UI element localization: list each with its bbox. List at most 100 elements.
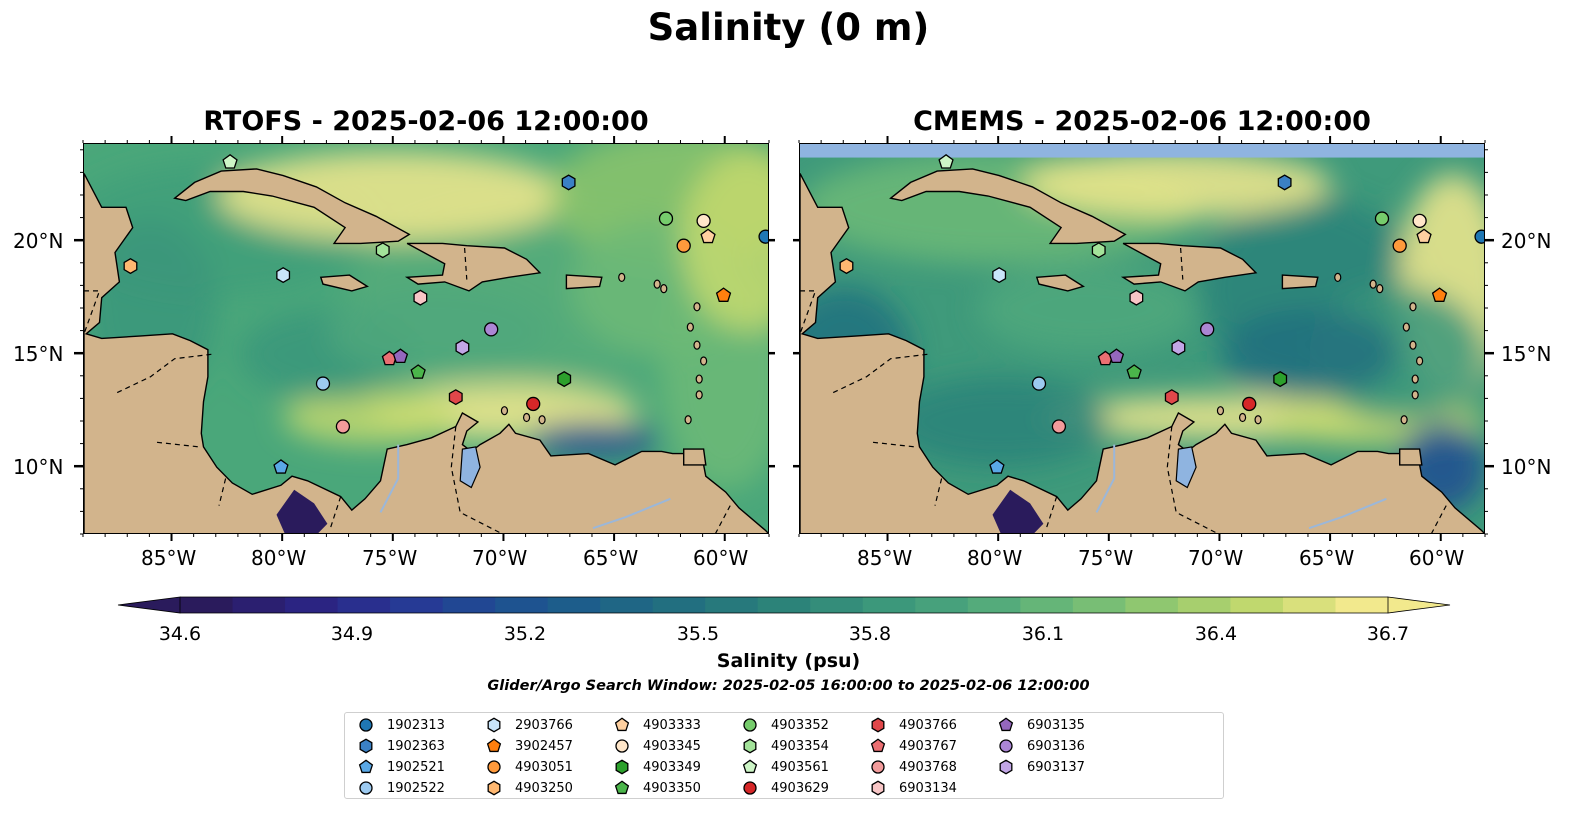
legend-marker [358, 759, 374, 774]
observation-marker-4903352 [658, 211, 674, 226]
colorbar-segment [180, 597, 234, 613]
island [1216, 406, 1225, 416]
legend-marker-icon [615, 739, 629, 753]
land [565, 274, 603, 290]
river [1095, 444, 1116, 513]
legend-marker [871, 780, 885, 796]
legend-label: 4903051 [515, 759, 573, 775]
observation-marker-6903135 [1108, 348, 1125, 363]
island [700, 356, 708, 366]
colorbar-segment [285, 597, 339, 613]
legend-label: 1902363 [387, 738, 445, 754]
legend-label: 6903136 [1027, 738, 1085, 754]
legend-item: 4903561 [741, 757, 829, 777]
legend-marker [487, 780, 501, 796]
legend-label: 3902457 [515, 738, 573, 754]
legend-marker [870, 738, 886, 753]
observation-marker-4903333 [1416, 228, 1432, 244]
observation-marker-4903051 [1392, 238, 1407, 253]
pacific-ocean [992, 489, 1044, 533]
country-border [800, 290, 817, 335]
country-border [329, 496, 342, 531]
lat-tick-label: 10°N [13, 455, 64, 479]
legend-item: 3902457 [485, 736, 573, 756]
legend-item: 6903136 [997, 736, 1085, 756]
colorbar-outline [180, 596, 1388, 614]
observation-marker-4903352 [1374, 211, 1390, 226]
colorbar-segment [1125, 597, 1179, 613]
colorbar-tick-label: 35.8 [848, 623, 892, 645]
observation-marker-4903350 [410, 364, 426, 379]
colorbar-segment [652, 597, 706, 613]
legend-marker-icon [743, 781, 757, 795]
legend-marker-icon [358, 759, 374, 774]
legend-item: 4903767 [869, 736, 957, 756]
colorbar [117, 596, 1451, 614]
observation-marker-4903349 [557, 371, 572, 388]
observation-marker-4903768 [335, 419, 351, 434]
lon-tick-label: 80°W [251, 546, 307, 570]
colorbar-extend-max [1387, 596, 1451, 614]
figure-title: Salinity (0 m) [647, 6, 930, 49]
land [84, 173, 768, 533]
colorbar-label: Salinity (psu) [716, 650, 861, 672]
observation-marker-6903136 [484, 322, 499, 337]
land [404, 242, 542, 292]
observation-marker-3902457 [715, 287, 732, 302]
legend-marker [743, 718, 757, 732]
legend-label: 4903354 [771, 738, 829, 754]
legend-label: 1902521 [387, 759, 445, 775]
island [1411, 374, 1419, 384]
colorbar-segment [967, 597, 1021, 613]
legend-item: 2903766 [485, 715, 573, 735]
legend-item: 4903354 [741, 736, 829, 756]
colorbar-segment [442, 597, 496, 613]
colorbar-segment [390, 597, 444, 613]
legend-label: 1902522 [387, 780, 445, 796]
island [1238, 412, 1247, 423]
legend-item: 1902363 [357, 736, 445, 756]
lon-tick-label: 80°W [967, 546, 1023, 570]
observation-marker-1902522 [1031, 376, 1047, 391]
river [592, 497, 671, 530]
colorbar-segment [1072, 597, 1126, 613]
observation-marker-3902457 [1431, 287, 1448, 302]
lon-tick-label: 60°W [1409, 546, 1465, 570]
lon-tick-label: 85°W [857, 546, 913, 570]
observation-marker-6903134 [413, 289, 428, 306]
legend-marker-icon [742, 759, 758, 774]
colorbar-tick-label: 36.1 [1021, 623, 1065, 645]
legend-marker [871, 760, 885, 774]
legend-item: 4903352 [741, 715, 829, 735]
map-panel-rtofs [83, 143, 769, 534]
observation-marker-1902313 [1474, 229, 1484, 244]
legend-item: 1902522 [357, 778, 445, 798]
colorbar-segment [600, 597, 654, 613]
legend-marker-icon [487, 717, 501, 733]
country-border [218, 478, 227, 506]
legend-marker [615, 739, 629, 753]
legend-marker-icon [486, 738, 502, 753]
observation-marker-1902521 [989, 459, 1005, 474]
legend-item: 4903051 [485, 757, 573, 777]
legend-marker-icon [614, 780, 630, 795]
land [800, 173, 1484, 533]
land [1120, 242, 1258, 292]
legend-label: 4903352 [771, 717, 829, 733]
river [379, 444, 400, 513]
legend-marker-icon [614, 717, 630, 732]
legend-item: 4903766 [869, 715, 957, 735]
island [1409, 302, 1417, 312]
colorbar-segment [1230, 597, 1284, 613]
country-border [715, 505, 731, 533]
island [1402, 322, 1410, 332]
country-border [1431, 505, 1447, 533]
observation-marker-4903768 [1051, 419, 1067, 434]
lon-tick-label: 60°W [693, 546, 749, 570]
lon-tick-label: 75°W [1078, 546, 1134, 570]
lon-tick-label: 85°W [141, 546, 197, 570]
colorbar-segment [915, 597, 969, 613]
river [1308, 497, 1387, 530]
observation-marker-4903345 [1412, 213, 1427, 228]
legend-marker-icon [998, 717, 1014, 732]
